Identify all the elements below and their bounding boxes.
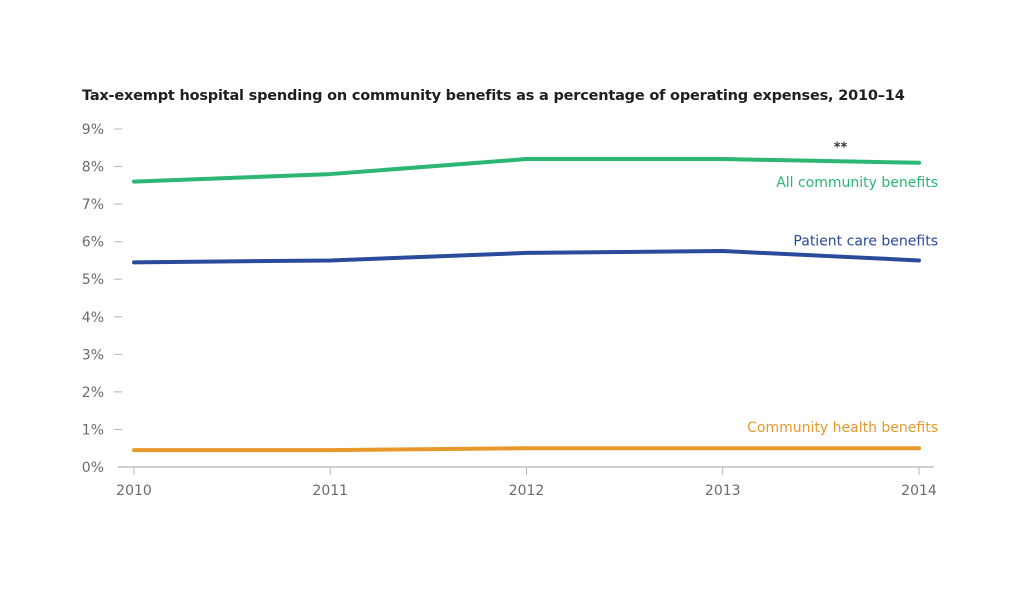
x-axis: 2010 2011 2012 2013 2014 — [116, 466, 937, 499]
series-label: Patient care benefits — [793, 233, 938, 249]
y-tick-label: 9% — [82, 122, 104, 138]
series-line — [132, 249, 921, 265]
series-label: Community health benefits — [747, 420, 938, 436]
x-tick-label: 2012 — [509, 483, 545, 499]
series-labels: All community benefits Patient care benef… — [747, 140, 938, 436]
series-line — [132, 446, 921, 453]
y-tick-label: 5% — [82, 272, 104, 288]
y-tick-label: 3% — [82, 347, 104, 363]
series-label: All community benefits — [776, 175, 938, 191]
y-tick-label: 6% — [82, 235, 104, 251]
x-tick-label: 2013 — [705, 483, 741, 499]
series-line — [132, 157, 921, 184]
x-tick-label: 2011 — [312, 483, 348, 499]
x-tick-label: 2014 — [901, 483, 937, 499]
y-tick-label: 4% — [82, 310, 104, 326]
series-group — [132, 157, 921, 453]
y-tick-label: 0% — [82, 460, 104, 476]
y-tick-label: 8% — [82, 160, 104, 176]
y-axis: 0% 1% 2% 3% 4% 5% 6% 7% 8% 9% — [82, 122, 122, 476]
chart-title: Tax-exempt hospital spending on communit… — [82, 88, 905, 104]
annotation-note: ** — [834, 140, 848, 155]
y-tick-label: 1% — [82, 422, 104, 438]
y-tick-label: 2% — [82, 385, 104, 401]
x-tick-label: 2010 — [116, 483, 152, 499]
y-tick-label: 7% — [82, 197, 104, 213]
